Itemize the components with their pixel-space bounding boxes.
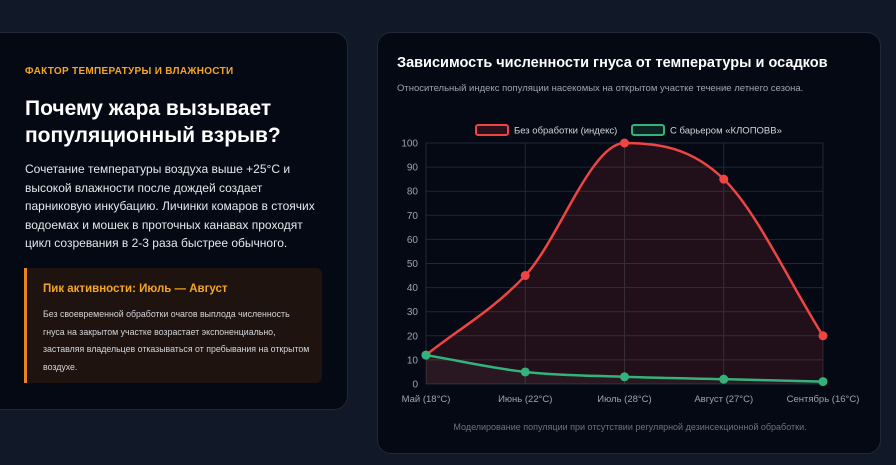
- data-point-barrier: [719, 374, 729, 384]
- y-tick-label: 60: [407, 235, 419, 246]
- y-tick-label: 90: [407, 163, 419, 174]
- info-card: ФАКТОР ТЕМПЕРАТУРЫ И ВЛАЖНОСТИ Почему жа…: [0, 32, 348, 410]
- eyebrow-label: ФАКТОР ТЕМПЕРАТУРЫ И ВЛАЖНОСТИ: [25, 66, 234, 77]
- data-point-untreated: [719, 174, 729, 184]
- series-area-untreated: [426, 143, 823, 384]
- legend-swatch-barrier: [631, 124, 665, 136]
- y-tick-label: 30: [407, 307, 419, 318]
- chart-card: Зависимость численности гнуса от темпера…: [377, 32, 881, 454]
- legend-label-barrier: С барьером «КЛОПОВВ»: [670, 126, 782, 137]
- callout-title: Пик активности: Июль — Август: [43, 283, 228, 295]
- chart-subtitle: Относительный индекс популяции насекомых…: [397, 83, 804, 94]
- data-point-barrier: [421, 350, 431, 360]
- y-tick-label: 10: [407, 355, 419, 366]
- data-point-untreated: [520, 271, 530, 281]
- card-heading: Почему жара вызывает популяционный взрыв…: [25, 97, 281, 147]
- y-tick-label: 100: [401, 139, 418, 150]
- series-area-barrier: [426, 355, 823, 384]
- card-body-text: Сочетание температуры воздуха выше +25°C…: [25, 162, 315, 250]
- data-point-barrier: [818, 377, 828, 387]
- peak-activity-callout: Пик активности: Июль — Август Без своевр…: [24, 268, 322, 383]
- y-tick-label: 20: [407, 331, 419, 342]
- y-tick-label: 0: [412, 380, 418, 391]
- x-tick-label: Сентябрь (16°C): [787, 394, 860, 405]
- data-point-barrier: [520, 367, 530, 377]
- data-point-untreated: [620, 138, 629, 148]
- x-tick-label: Июнь (22°C): [498, 394, 552, 405]
- data-point-untreated: [818, 331, 828, 341]
- y-tick-label: 70: [407, 211, 419, 222]
- x-tick-label: Июль (28°C): [597, 394, 651, 405]
- x-tick-label: Август (27°C): [694, 394, 753, 405]
- population-line-chart: 0 10 20 30 40 50 60 70 80 90 100 Май (18°C) Июнь (22…: [401, 124, 860, 405]
- legend-label-untreated: Без обработки (индекс): [514, 126, 617, 137]
- callout-text: Без своевременной обработки очагов выпло…: [43, 309, 310, 372]
- y-tick-label: 40: [407, 283, 419, 294]
- chart-footnote: Моделирование популяции при отсутствии р…: [453, 422, 807, 432]
- legend-swatch-untreated: [475, 124, 509, 136]
- data-point-barrier: [620, 372, 629, 382]
- x-tick-label: Май (18°C): [402, 394, 451, 405]
- y-tick-label: 80: [407, 187, 419, 198]
- chart-title: Зависимость численности гнуса от темпера…: [397, 55, 828, 71]
- y-tick-label: 50: [407, 259, 419, 270]
